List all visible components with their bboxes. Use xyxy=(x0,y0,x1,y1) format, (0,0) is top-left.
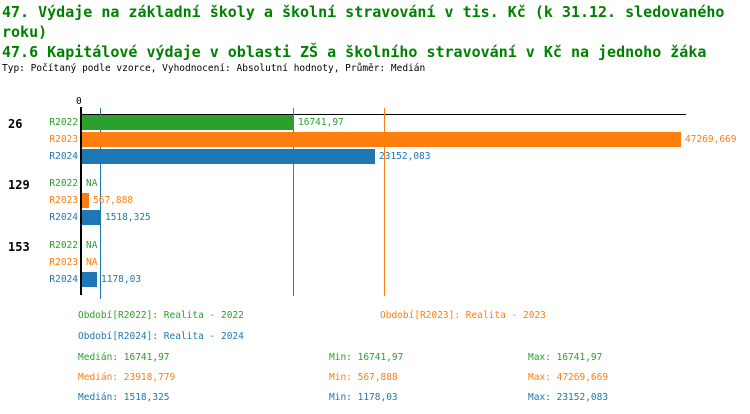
group-label: 26 xyxy=(8,117,23,131)
group-label: 153 xyxy=(8,240,30,254)
bar-value-label: 23152,083 xyxy=(379,151,431,162)
axis-vertical-line xyxy=(80,107,82,295)
bar xyxy=(82,193,89,208)
median-gridline-r2024 xyxy=(100,108,101,299)
bar xyxy=(82,115,294,130)
row-series-label: R2023 xyxy=(49,134,78,145)
legend-item-r2024: Období[R2024]: Realita - 2024 xyxy=(78,331,244,342)
stat-median-r2022: Medián: 16741,97 xyxy=(78,352,170,363)
stat-median-r2024: Medián: 1518,325 xyxy=(78,392,170,403)
stat-min-r2024: Min: 1178,03 xyxy=(329,392,398,403)
bar-value-label: 47269,669 xyxy=(685,134,737,145)
bar-value-label: 16741,97 xyxy=(298,117,344,128)
bar xyxy=(82,272,97,287)
bar-na-label: NA xyxy=(86,240,98,251)
stat-min-r2023: Min: 567,888 xyxy=(329,372,398,383)
legend-item-r2022: Období[R2022]: Realita - 2022 xyxy=(78,310,244,321)
row-series-label: R2024 xyxy=(49,212,78,223)
bar xyxy=(82,210,101,225)
indicator-meta: Typ: Počítaný podle vzorce, Vyhodnocení:… xyxy=(2,63,426,74)
axis-zero-tick-label: 0 xyxy=(76,96,82,107)
bar-value-label: 567,888 xyxy=(93,195,134,206)
stat-max-r2024: Max: 23152,083 xyxy=(528,392,609,403)
axis-top-line xyxy=(81,114,686,115)
median-gridline-r2023 xyxy=(384,108,385,296)
row-series-label: R2023 xyxy=(49,195,78,206)
stat-max-r2023: Max: 47269,669 xyxy=(528,372,609,383)
row-series-label: R2022 xyxy=(49,240,78,251)
group-label: 129 xyxy=(8,178,30,192)
row-series-label: R2023 xyxy=(49,257,78,268)
bar-value-label: 1518,325 xyxy=(105,212,151,223)
row-series-label: R2022 xyxy=(49,117,78,128)
indicator-title: 47.6 Kapitálové výdaje v oblasti ZŠ a šk… xyxy=(2,43,707,61)
bar-na-label: NA xyxy=(86,257,98,268)
row-series-label: R2022 xyxy=(49,178,78,189)
stat-max-r2022: Max: 16741,97 xyxy=(528,352,603,363)
report-title: 47. Výdaje na základní školy a školní st… xyxy=(2,3,725,41)
bar xyxy=(82,149,375,164)
bar-na-label: NA xyxy=(86,178,98,189)
median-gridline-r2022 xyxy=(293,108,294,296)
row-series-label: R2024 xyxy=(49,274,78,285)
stat-median-r2023: Medián: 23918,779 xyxy=(78,372,176,383)
row-series-label: R2024 xyxy=(49,151,78,162)
stat-min-r2022: Min: 16741,97 xyxy=(329,352,404,363)
legend-item-r2023: Období[R2023]: Realita - 2023 xyxy=(380,310,546,321)
bar xyxy=(82,132,681,147)
bar-value-label: 1178,03 xyxy=(101,274,142,285)
